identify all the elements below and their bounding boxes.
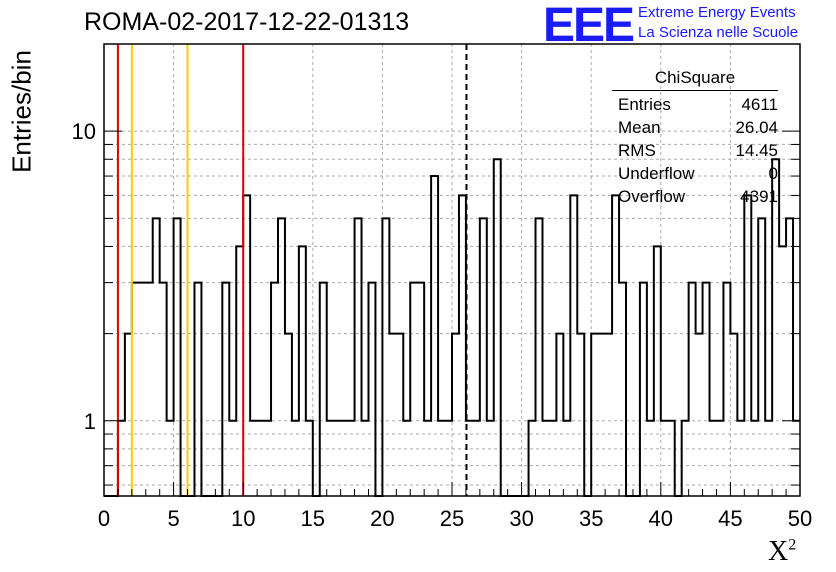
x-tick-label: 25: [440, 506, 464, 531]
histogram-outline: [104, 158, 800, 497]
eee-logo: EEE: [543, 0, 635, 52]
stat-value: 0: [768, 164, 778, 183]
logo-line-2: La Scienza nelle Scuole: [638, 24, 799, 41]
stats-row-underflow: Underflow 0: [612, 162, 778, 185]
stats-title: ChiSquare: [612, 68, 778, 91]
x-axis-label-symbol: X: [768, 536, 789, 567]
x-axis-label: X2: [768, 536, 796, 568]
stats-row-mean: Mean 26.04: [612, 116, 778, 139]
stats-row-rms: RMS 14.45: [612, 139, 778, 162]
y-tick-label: 1: [84, 409, 96, 434]
x-tick-label: 20: [370, 506, 394, 531]
x-axis-label-superscript: 2: [788, 536, 797, 554]
chart-title: ROMA-02-2017-12-22-01313: [84, 8, 410, 36]
x-tick-label: 10: [231, 506, 255, 531]
x-tick-label: 5: [167, 506, 179, 531]
stat-value: 14.45: [735, 141, 778, 160]
stat-name: Overflow: [618, 187, 686, 206]
stat-value: 26.04: [735, 118, 778, 137]
y-tick-label: 10: [72, 119, 96, 144]
stat-name: Underflow: [618, 164, 695, 183]
stats-row-overflow: Overflow 4391: [612, 185, 778, 208]
x-tick-label: 45: [718, 506, 742, 531]
x-tick-label: 50: [788, 506, 812, 531]
stats-box: ChiSquare Entries 4611 Mean 26.04 RMS 14.45…: [612, 68, 778, 208]
stat-name: Entries: [618, 95, 671, 114]
x-tick-label: 40: [649, 506, 673, 531]
x-tick-label: 35: [579, 506, 603, 531]
logo-line-1: Extreme Energy Events: [638, 4, 796, 21]
stat-name: RMS: [618, 141, 656, 160]
stats-row-entries: Entries 4611: [612, 93, 778, 116]
stat-name: Mean: [618, 118, 661, 137]
y-axis-label: Entries/bin: [6, 50, 37, 173]
stat-value: 4391: [740, 187, 778, 206]
stat-value: 4611: [741, 95, 778, 114]
x-tick-label: 30: [509, 506, 533, 531]
x-tick-label: 15: [301, 506, 325, 531]
x-tick-label: 0: [98, 506, 110, 531]
